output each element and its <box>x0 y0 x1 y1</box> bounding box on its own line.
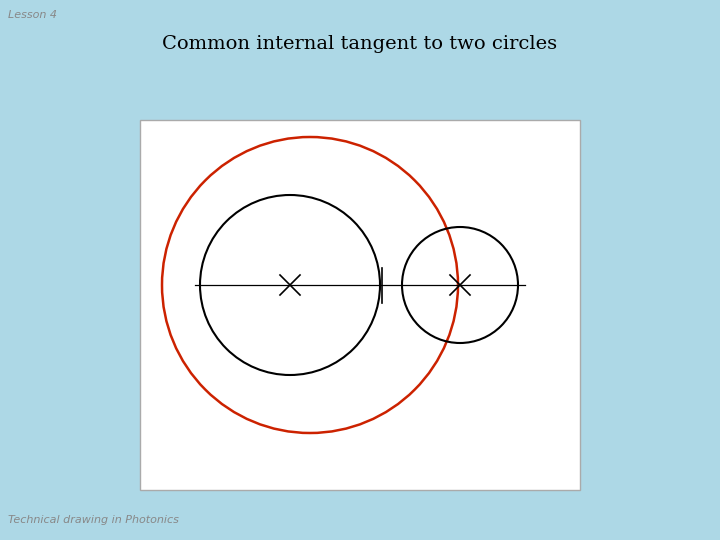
Bar <box>140 120 580 490</box>
Text: Common internal tangent to two circles: Common internal tangent to two circles <box>163 35 557 53</box>
Text: Lesson 4: Lesson 4 <box>8 10 57 20</box>
Text: Technical drawing in Photonics: Technical drawing in Photonics <box>8 515 179 525</box>
